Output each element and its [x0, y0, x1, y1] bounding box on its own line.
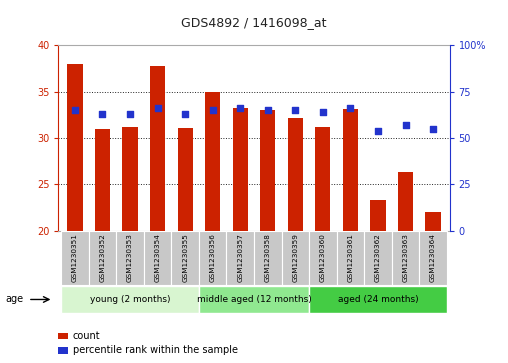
Bar: [254, 231, 281, 285]
Bar: [260, 110, 275, 231]
Bar: [426, 212, 440, 231]
Bar: [61, 231, 89, 285]
Bar: [309, 286, 447, 313]
Point: [374, 128, 382, 134]
Bar: [398, 172, 413, 231]
Point: [153, 105, 162, 111]
Text: age: age: [5, 294, 23, 305]
Text: GSM1230364: GSM1230364: [430, 233, 436, 282]
Point: [264, 107, 272, 113]
Bar: [343, 109, 358, 231]
Point: [209, 107, 217, 113]
Point: [71, 107, 79, 113]
Text: GSM1230357: GSM1230357: [237, 233, 243, 282]
Bar: [419, 231, 447, 285]
Text: middle aged (12 months): middle aged (12 months): [197, 295, 311, 304]
Bar: [281, 231, 309, 285]
Bar: [95, 129, 110, 231]
Text: GSM1230354: GSM1230354: [154, 233, 161, 282]
Text: GSM1230361: GSM1230361: [347, 233, 354, 282]
Bar: [116, 231, 144, 285]
Bar: [370, 200, 386, 231]
Bar: [68, 64, 82, 231]
Text: GSM1230356: GSM1230356: [210, 233, 216, 282]
Bar: [364, 231, 392, 285]
Text: young (2 months): young (2 months): [90, 295, 170, 304]
Bar: [392, 231, 419, 285]
Text: GSM1230352: GSM1230352: [100, 233, 106, 282]
Point: [126, 111, 134, 117]
Point: [319, 109, 327, 115]
Text: GSM1230358: GSM1230358: [265, 233, 271, 282]
Bar: [150, 66, 165, 231]
Bar: [89, 231, 116, 285]
Text: GDS4892 / 1416098_at: GDS4892 / 1416098_at: [181, 16, 327, 29]
Bar: [144, 231, 171, 285]
Point: [291, 107, 299, 113]
Bar: [199, 231, 227, 285]
Text: GSM1230351: GSM1230351: [72, 233, 78, 282]
Bar: [205, 91, 220, 231]
Point: [181, 111, 189, 117]
Bar: [337, 231, 364, 285]
Point: [429, 126, 437, 131]
Bar: [233, 108, 248, 231]
Bar: [227, 231, 254, 285]
Point: [401, 122, 409, 128]
Bar: [199, 286, 309, 313]
Text: count: count: [73, 331, 100, 341]
Bar: [171, 231, 199, 285]
Bar: [122, 127, 138, 231]
Bar: [61, 286, 199, 313]
Text: aged (24 months): aged (24 months): [338, 295, 418, 304]
Bar: [288, 118, 303, 231]
Point: [236, 105, 244, 111]
Text: GSM1230355: GSM1230355: [182, 233, 188, 282]
Text: percentile rank within the sample: percentile rank within the sample: [73, 345, 238, 355]
Bar: [309, 231, 337, 285]
Point: [346, 105, 355, 111]
Text: GSM1230360: GSM1230360: [320, 233, 326, 282]
Bar: [178, 128, 193, 231]
Text: GSM1230363: GSM1230363: [402, 233, 408, 282]
Text: GSM1230362: GSM1230362: [375, 233, 381, 282]
Point: [99, 111, 107, 117]
Bar: [315, 127, 330, 231]
Text: GSM1230353: GSM1230353: [127, 233, 133, 282]
Text: GSM1230359: GSM1230359: [292, 233, 298, 282]
